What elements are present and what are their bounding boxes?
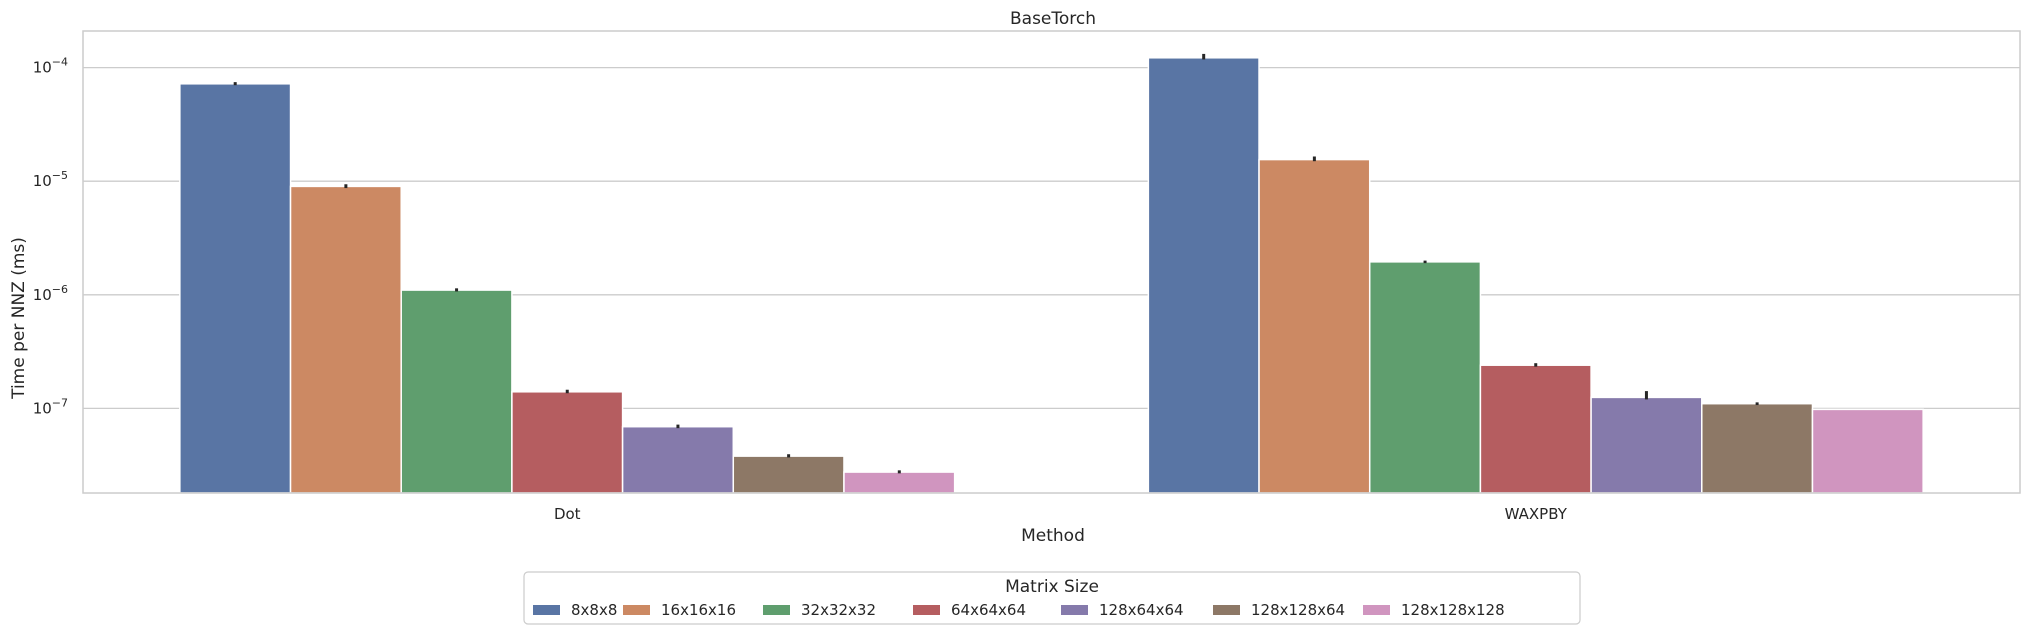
- bar: [511, 391, 624, 494]
- bar: [1368, 261, 1482, 494]
- legend-swatch: [1363, 605, 1390, 615]
- bar: [621, 425, 735, 494]
- legend-label: 32x32x32: [801, 601, 876, 619]
- bar: [1147, 57, 1260, 494]
- bar: [732, 455, 845, 494]
- y-tick-label: 10−6: [33, 283, 68, 304]
- legend-swatch: [533, 605, 560, 615]
- y-tick-label: 10−4: [33, 56, 68, 77]
- y-axis-label: Time per NNZ (ms): [9, 237, 29, 400]
- bar: [289, 185, 402, 494]
- error-bars-group: [233, 53, 1759, 474]
- legend-label: 16x16x16: [661, 601, 736, 619]
- legend-label: 128x64x64: [1099, 601, 1184, 619]
- y-tick-label: 10−7: [33, 396, 68, 417]
- legend-label: 64x64x64: [951, 601, 1026, 619]
- y-tick-labels: 10−7 10−6 10−5 10−4: [33, 56, 68, 418]
- bar: [1811, 408, 1924, 494]
- x-tick-label: WAXPBY: [1505, 505, 1568, 523]
- x-tick-label: Dot: [554, 505, 581, 523]
- legend-swatch: [763, 605, 790, 615]
- legend-title: Matrix Size: [1005, 577, 1099, 597]
- legend-swatch: [623, 605, 650, 615]
- bars-group: [179, 57, 1924, 494]
- bar: [843, 471, 956, 494]
- chart-title: BaseTorch: [1010, 9, 1096, 29]
- legend-swatch: [1213, 605, 1240, 615]
- bar: [1258, 158, 1371, 494]
- legend: Matrix Size 8x8x8 16x16x16 32x32x32 64x64x6…: [523, 571, 1581, 625]
- x-tick-labels: Dot WAXPBY: [554, 505, 1568, 523]
- legend-swatch: [1061, 605, 1088, 615]
- y-tick-label: 10−5: [33, 169, 68, 190]
- bar: [400, 289, 513, 494]
- bar: [1701, 402, 1814, 494]
- x-axis-label: Method: [1021, 526, 1085, 546]
- legend-label: 8x8x8: [571, 601, 617, 619]
- bar: [1479, 364, 1592, 494]
- legend-label: 128x128x64: [1251, 601, 1345, 619]
- bar: [1590, 396, 1703, 494]
- bar: [179, 83, 292, 494]
- legend-label: 128x128x128: [1401, 601, 1505, 619]
- legend-swatch: [913, 605, 940, 615]
- plot-frame: [82, 30, 2021, 494]
